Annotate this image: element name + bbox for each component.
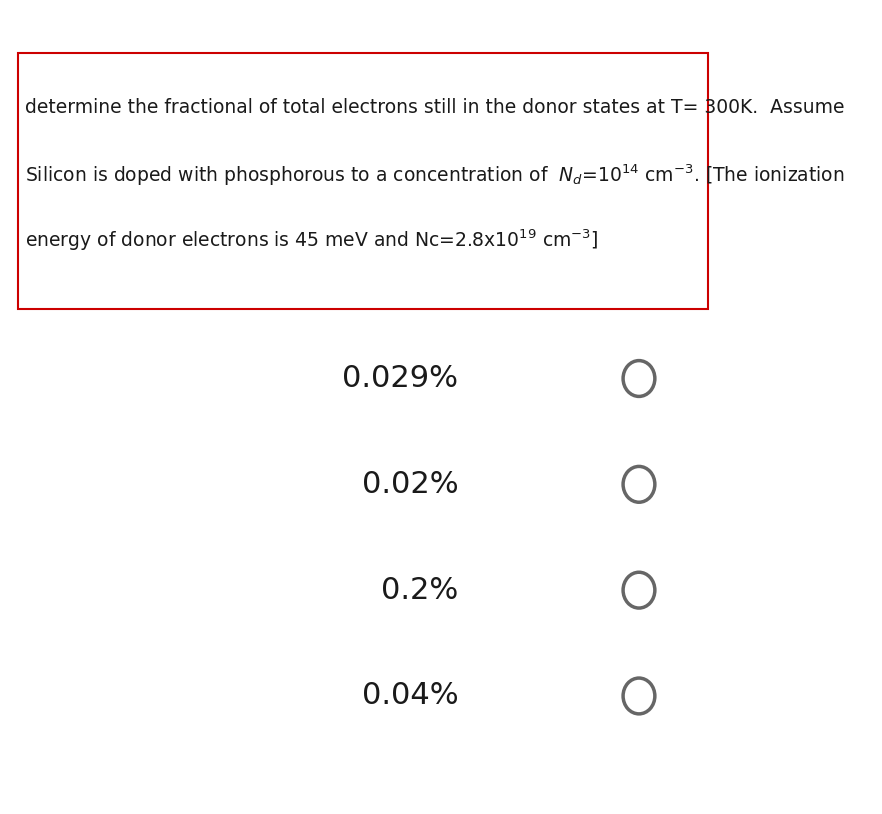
Circle shape	[623, 361, 654, 396]
Text: determine the fractional of total electrons still in the donor states at T= 300K: determine the fractional of total electr…	[26, 98, 845, 116]
Text: 0.2%: 0.2%	[381, 575, 459, 605]
Text: Silicon is doped with phosphorous to a concentration of  $N_d$=10$^{14}$ cm$^{-3: Silicon is doped with phosphorous to a c…	[26, 163, 845, 188]
Text: 0.04%: 0.04%	[362, 681, 459, 711]
FancyBboxPatch shape	[18, 53, 707, 309]
Circle shape	[623, 572, 654, 608]
Text: 0.02%: 0.02%	[362, 470, 459, 499]
Text: energy of donor electrons is 45 meV and Nc=2.8x10$^{19}$ cm$^{-3}$]: energy of donor electrons is 45 meV and …	[26, 228, 599, 253]
Circle shape	[623, 678, 654, 714]
Circle shape	[623, 466, 654, 502]
Text: 0.029%: 0.029%	[342, 364, 459, 393]
